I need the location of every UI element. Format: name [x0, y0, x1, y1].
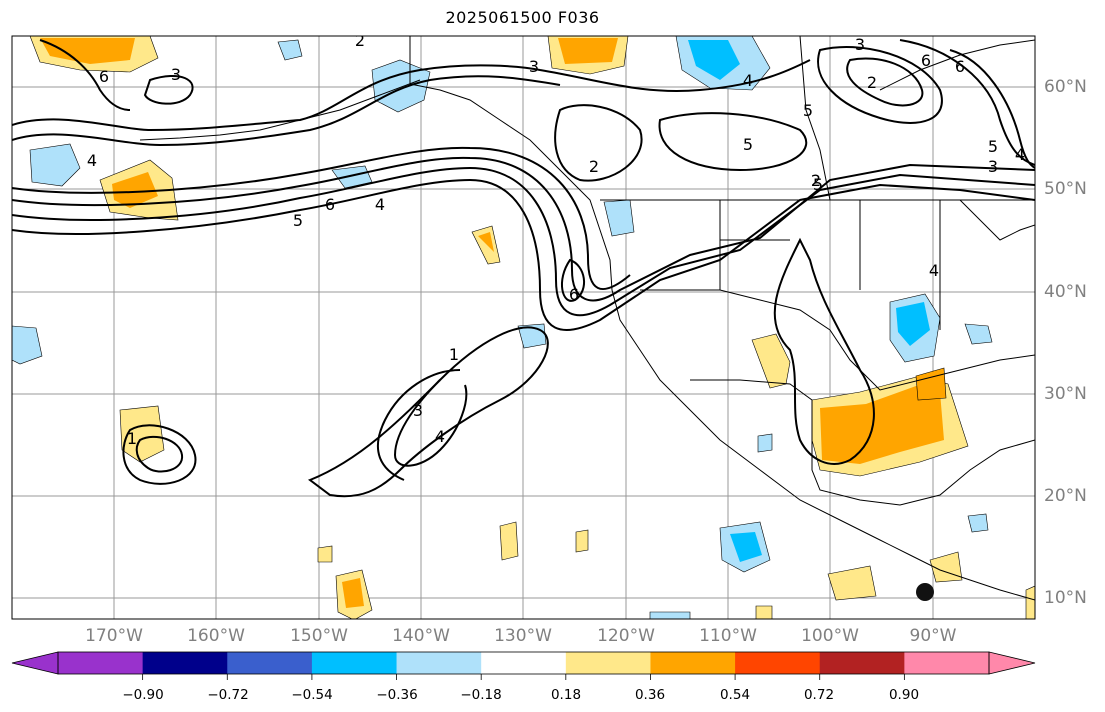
- positive-anomaly-region: [317, 545, 333, 563]
- negative-anomaly-region: [29, 143, 81, 187]
- contour-label: 2: [867, 73, 877, 92]
- contour-label: 6: [921, 51, 931, 70]
- negative-anomaly-region: [688, 40, 740, 80]
- positive-anomaly-region: [755, 605, 773, 619]
- contour-label: 4: [375, 195, 385, 214]
- contour-label: 2: [355, 31, 365, 50]
- contour-label: 6: [955, 57, 965, 76]
- positive-anomaly-region: [112, 172, 158, 208]
- colorbar-tick: −0.36: [376, 687, 418, 703]
- contour-label: 1: [127, 429, 137, 448]
- black-dot-marker: [916, 583, 934, 601]
- anomaly-shading: [12, 36, 1035, 619]
- lon-label: 150°W: [290, 626, 348, 646]
- lat-label: 40°N: [1044, 282, 1087, 302]
- negative-anomaly-region: [12, 325, 43, 365]
- lat-label: 60°N: [1044, 77, 1087, 97]
- contour-label: 6: [569, 285, 579, 304]
- lat-label: 30°N: [1044, 384, 1087, 404]
- colorbar-tick: 0.72: [803, 687, 835, 703]
- contour-label: 4: [929, 261, 939, 280]
- colorbar-tick: 0.54: [719, 687, 751, 703]
- contour-label: 6: [99, 67, 109, 86]
- contour-label: 1: [449, 345, 459, 364]
- contour-label: 5: [803, 101, 813, 120]
- lat-label: 20°N: [1044, 486, 1087, 506]
- lon-label: 160°W: [187, 626, 245, 646]
- colorbar-tick: 0.18: [550, 687, 582, 703]
- positive-anomaly-region: [1025, 585, 1035, 619]
- lat-label: 10°N: [1044, 588, 1087, 608]
- negative-anomaly-region: [967, 513, 989, 533]
- contour-label: 3: [855, 35, 865, 54]
- positive-anomaly-region: [342, 578, 364, 608]
- negative-anomaly-region: [603, 199, 635, 237]
- colorbar-tick: −0.18: [460, 687, 502, 703]
- contour-label: 4: [87, 151, 97, 170]
- negative-anomaly-region: [649, 611, 691, 619]
- contour-label: 5: [293, 211, 303, 230]
- colorbar-tick: −0.90: [122, 687, 164, 703]
- lat-label: 50°N: [1044, 179, 1087, 199]
- lon-label: 120°W: [597, 626, 655, 646]
- contour-label: 2: [811, 171, 821, 190]
- negative-anomaly-region: [730, 532, 762, 562]
- contour-label: 5: [988, 137, 998, 156]
- negative-anomaly-region: [896, 302, 930, 346]
- negative-anomaly-region: [757, 433, 773, 453]
- colorbar-tick: 0.36: [634, 687, 666, 703]
- positive-anomaly-region: [478, 232, 494, 252]
- contour-label: 4: [1015, 145, 1025, 164]
- contour-label: 5: [813, 175, 823, 194]
- colorbar-tick: −0.54: [291, 687, 333, 703]
- negative-anomaly-region: [371, 59, 431, 113]
- lon-label: 140°W: [392, 626, 450, 646]
- positive-anomaly-region: [575, 529, 589, 553]
- map-title: 2025061500 F036: [445, 8, 600, 27]
- negative-anomaly-region: [277, 39, 303, 61]
- lon-label: 110°W: [699, 626, 757, 646]
- lon-label: 100°W: [801, 626, 859, 646]
- negative-anomaly-region: [964, 323, 993, 345]
- lon-label: 170°W: [85, 626, 143, 646]
- contour-label: 6: [325, 195, 335, 214]
- positive-anomaly-region: [499, 521, 519, 561]
- positive-anomaly-region: [558, 38, 618, 64]
- positive-anomaly-region: [915, 367, 947, 401]
- positive-anomaly-region: [820, 386, 944, 464]
- coastlines: [139, 36, 1035, 601]
- contour-label: 3: [413, 401, 423, 420]
- contour-label: 3: [171, 65, 181, 84]
- contour-label: 5: [743, 135, 753, 154]
- contours: [12, 39, 1035, 498]
- lon-label: 90°W: [909, 626, 957, 646]
- colorbar-tick: −0.72: [207, 687, 249, 703]
- contour-labels: 3 4 6 2 3 6 5 3 2 5 3 4 6 5 4 2 6 5 6 4 …: [87, 31, 1025, 448]
- positive-anomaly-region: [40, 38, 135, 64]
- contour-label: 3: [988, 157, 998, 176]
- positive-anomaly-region: [471, 225, 501, 265]
- contour-label: 4: [435, 427, 445, 446]
- positive-anomaly-region: [119, 405, 165, 463]
- lon-label: 130°W: [494, 626, 552, 646]
- contour-label: 4: [743, 71, 753, 90]
- positive-anomaly-region: [827, 565, 877, 601]
- contour-label: 2: [589, 157, 599, 176]
- colorbar-tick: 0.90: [888, 687, 920, 703]
- positive-anomaly-region: [751, 333, 791, 389]
- contour-label: 3: [529, 57, 539, 76]
